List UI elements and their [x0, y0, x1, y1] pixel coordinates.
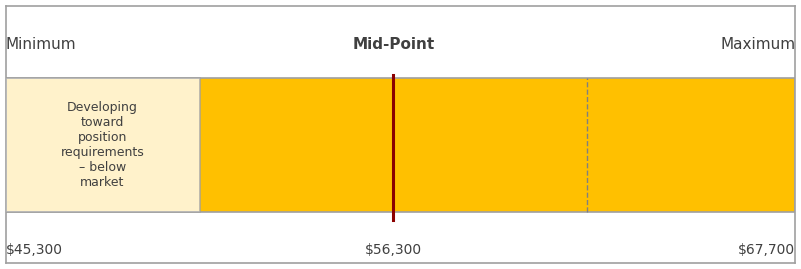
Text: Developing
toward
position
requirements
– below
market: Developing toward position requirements … — [61, 101, 144, 189]
Text: Maximum: Maximum — [720, 37, 795, 52]
Text: $45,300: $45,300 — [6, 243, 62, 257]
Bar — [6, 78, 795, 212]
Text: Mid-Point: Mid-Point — [352, 37, 435, 52]
Bar — [6, 78, 199, 212]
Text: Minimum: Minimum — [6, 37, 76, 52]
Text: $56,300: $56,300 — [365, 243, 422, 257]
Text: $67,700: $67,700 — [739, 243, 795, 257]
